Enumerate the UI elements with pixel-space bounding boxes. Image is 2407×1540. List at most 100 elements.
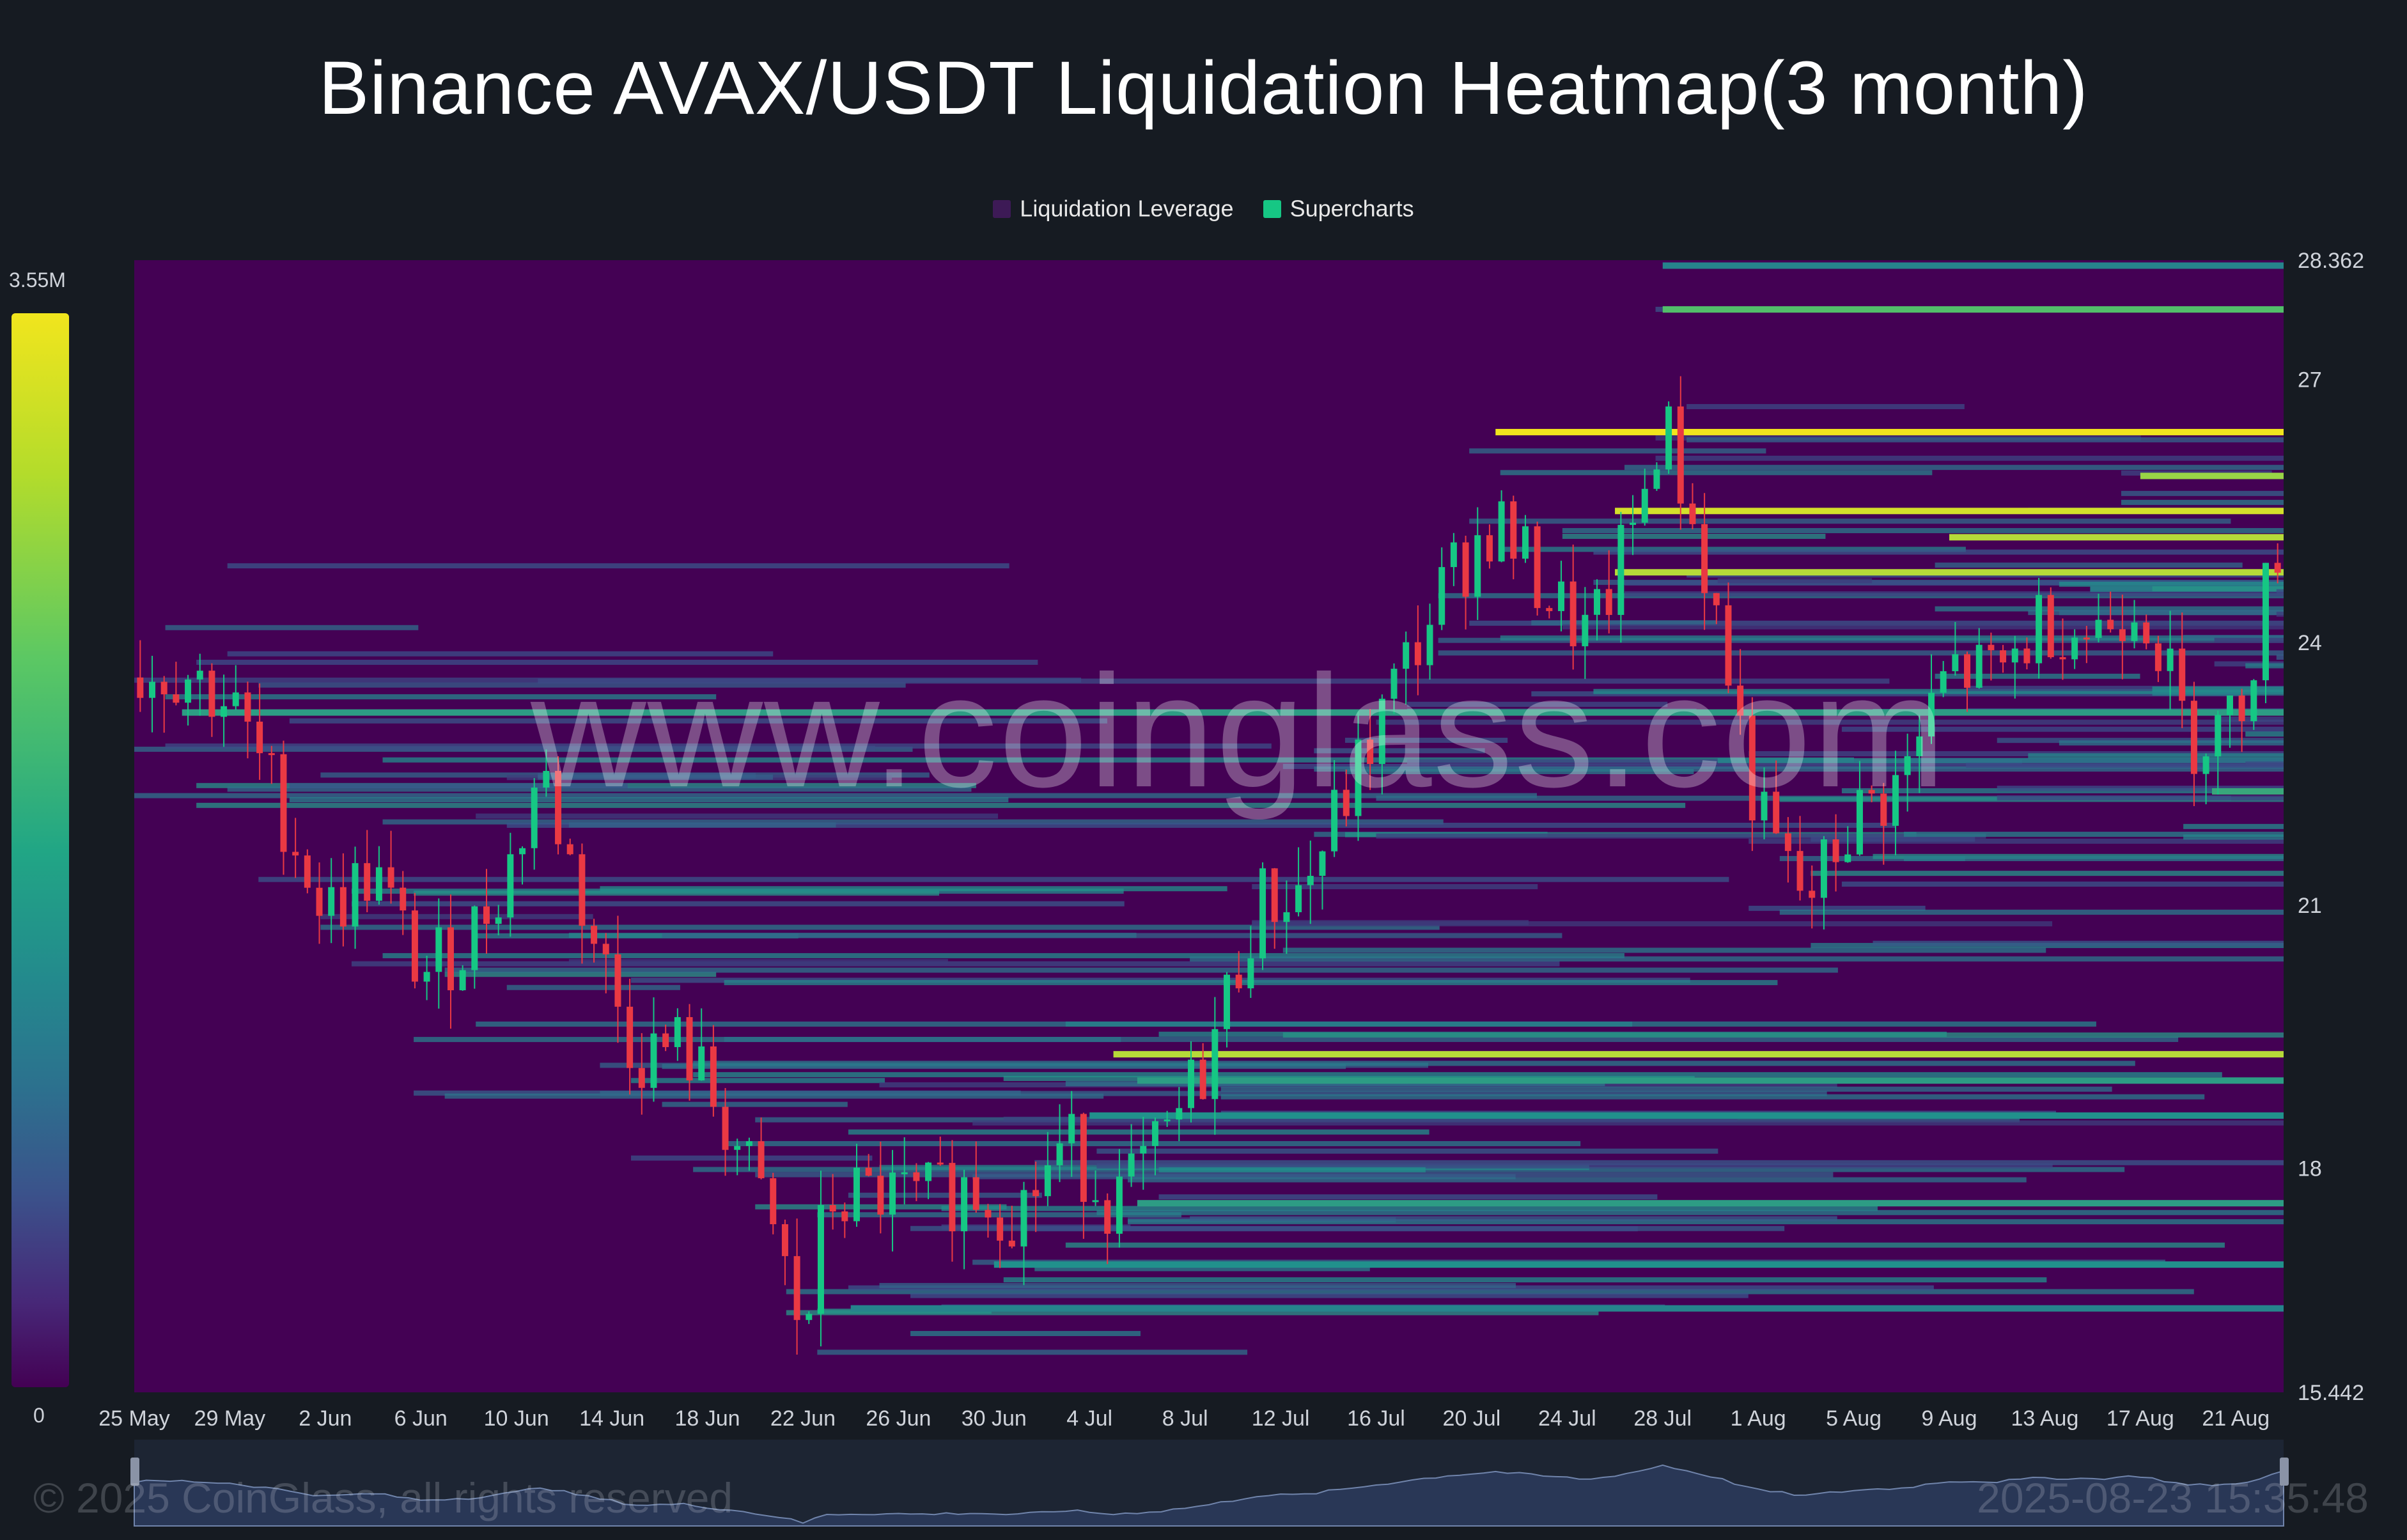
liquidation-band	[227, 563, 1009, 569]
candle-body	[841, 1211, 848, 1222]
liquidation-band	[1034, 1160, 2284, 1165]
candle-body	[1403, 642, 1410, 669]
liquidation-band	[1904, 856, 2284, 862]
candle-body	[1594, 589, 1601, 615]
liquidation-band	[1314, 748, 1485, 754]
liquidation-level	[1615, 508, 2284, 515]
x-tick-label: 1 Aug	[1731, 1406, 1786, 1431]
liquidation-band	[1935, 606, 2284, 612]
x-tick-label: 13 Aug	[2011, 1406, 2078, 1431]
liquidation-band	[879, 1282, 1516, 1288]
x-tick-label: 10 Jun	[484, 1406, 549, 1431]
liquidation-band	[2245, 731, 2284, 737]
liquidation-level	[1137, 1200, 2284, 1207]
candle-body	[2202, 756, 2209, 774]
liquidation-band	[1344, 738, 1508, 743]
candle-body	[507, 854, 514, 918]
liquidation-band	[414, 891, 939, 896]
candle-body	[889, 1172, 896, 1215]
candle-body	[400, 887, 407, 911]
candle-body	[292, 852, 299, 856]
x-tick-label: 21 Aug	[2202, 1406, 2270, 1431]
candle-body	[1665, 406, 1672, 470]
candle-body	[1176, 1108, 1183, 1120]
liquidation-band	[2214, 637, 2284, 643]
liquidation-band	[1407, 701, 1668, 707]
candle-body	[901, 1172, 908, 1174]
candle-body	[1271, 868, 1278, 922]
candle-body	[2119, 629, 2126, 641]
candle-body	[1904, 756, 1911, 775]
legend: Liquidation Leverage Supercharts	[0, 193, 2407, 222]
liquidation-band	[1220, 1086, 2112, 1092]
liquidation-band	[848, 1129, 1429, 1135]
candle-body	[1378, 698, 1385, 764]
colorbar-max-label: 3.55M	[9, 268, 66, 292]
x-tick-label: 9 Aug	[1922, 1406, 1977, 1431]
liquidation-band	[2276, 611, 2284, 617]
liquidation-band	[2276, 589, 2284, 595]
candle-body	[1164, 1119, 1171, 1122]
liquidation-band	[1190, 956, 2284, 962]
liquidation-band	[1096, 1148, 1718, 1154]
candle-body	[793, 1256, 800, 1320]
candle-body	[997, 1217, 1004, 1241]
candle-body	[1952, 654, 1959, 671]
y-tick-label: 24	[2298, 631, 2322, 655]
candle-body	[555, 770, 562, 844]
x-tick-label: 5 Aug	[1826, 1406, 1881, 1431]
liquidation-band	[1282, 1032, 2284, 1038]
liquidation-band	[134, 793, 1537, 798]
liquidation-band	[910, 1293, 1749, 1298]
candle-body	[1247, 958, 1254, 989]
candle-body	[1080, 1114, 1087, 1202]
candle-body	[1390, 669, 1398, 699]
liquidation-band	[289, 797, 1009, 803]
candle-body	[1809, 891, 1816, 898]
liquidation-band	[2059, 740, 2284, 746]
liquidation-band	[1997, 738, 2284, 743]
liquidation-band	[1749, 751, 2284, 757]
candle-body	[566, 844, 573, 855]
candle-body	[937, 1162, 944, 1165]
candle-body	[972, 1177, 979, 1210]
candle-body	[1784, 833, 1791, 852]
liquidation-band	[444, 1093, 1104, 1099]
liquidation-band	[568, 959, 948, 965]
liquidation-band	[600, 886, 1227, 892]
candle-body	[1510, 501, 1517, 559]
liquidation-band	[444, 972, 717, 977]
candle-body	[2250, 680, 2257, 722]
liquidation-band	[1314, 766, 2284, 772]
candle-body	[1975, 644, 1982, 688]
candle-body	[1486, 535, 1493, 562]
candle-body	[2238, 695, 2245, 722]
candle-body	[304, 855, 311, 888]
candle-body	[1498, 501, 1505, 562]
liquidation-band	[1935, 673, 2140, 679]
candle-body	[698, 1046, 705, 1081]
liquidation-band	[1966, 763, 2284, 768]
liquidation-band	[258, 745, 875, 751]
legend-item-supercharts[interactable]: Supercharts	[1263, 194, 1414, 222]
liquidation-band	[1190, 1216, 1837, 1222]
liquidation-band	[1469, 620, 2284, 626]
liquidation-band	[320, 924, 1440, 930]
candle-body	[1522, 526, 1529, 559]
candle-body	[770, 1178, 777, 1225]
liquidation-band	[1158, 1194, 1658, 1200]
liquidation-band	[724, 1036, 2179, 1042]
liquidation-band	[1469, 448, 1766, 454]
candle-body	[650, 1033, 657, 1088]
liquidation-band	[1779, 909, 2284, 915]
candle-body	[543, 770, 550, 788]
candle-body	[1307, 876, 1314, 885]
candle-body	[519, 848, 526, 855]
candle-body	[352, 863, 359, 927]
legend-item-liquidation-leverage[interactable]: Liquidation Leverage	[993, 194, 1234, 222]
candle-body	[1355, 739, 1362, 816]
candle-body	[1677, 406, 1684, 504]
candle-body	[1224, 974, 1231, 1029]
candle-body	[244, 692, 251, 722]
liquidation-band	[2152, 690, 2284, 696]
